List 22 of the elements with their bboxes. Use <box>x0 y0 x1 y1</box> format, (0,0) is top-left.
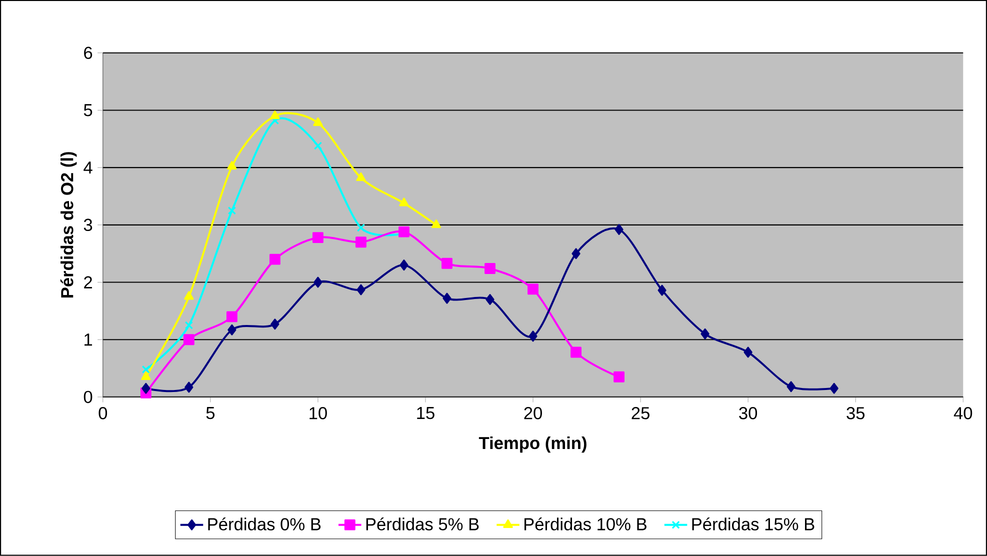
x-axis-title: Tiempo (min) <box>478 436 586 453</box>
y-tick-label: 2 <box>84 276 92 288</box>
legend-label: Pérdidas 0% B <box>208 518 321 530</box>
y-tick-label: 1 <box>84 334 92 346</box>
legend-label: Pérdidas 10% B <box>524 518 646 530</box>
y-tick-label: 4 <box>84 162 92 174</box>
x-tick-label: 15 <box>417 407 434 420</box>
x-tick-label: 5 <box>206 407 215 420</box>
y-tick-label: 0 <box>84 390 92 404</box>
legend-label: Pérdidas 15% B <box>692 518 814 530</box>
y-axis-title: Pérdidas de O2 (l) <box>60 152 77 298</box>
y-tick-label: 5 <box>84 104 92 116</box>
x-tick-label: 20 <box>524 407 542 420</box>
x-tick-label: 40 <box>954 407 972 420</box>
y-tick-label: 6 <box>84 46 92 60</box>
legend-label: Pérdidas 5% B <box>366 518 479 530</box>
y-tick-label: 3 <box>84 218 92 232</box>
x-tick-label: 35 <box>846 407 865 420</box>
x-tick-label: 0 <box>98 407 108 420</box>
x-tick-label: 25 <box>632 407 650 420</box>
x-tick-label: 10 <box>310 407 327 420</box>
x-tick-label: 30 <box>739 407 758 420</box>
